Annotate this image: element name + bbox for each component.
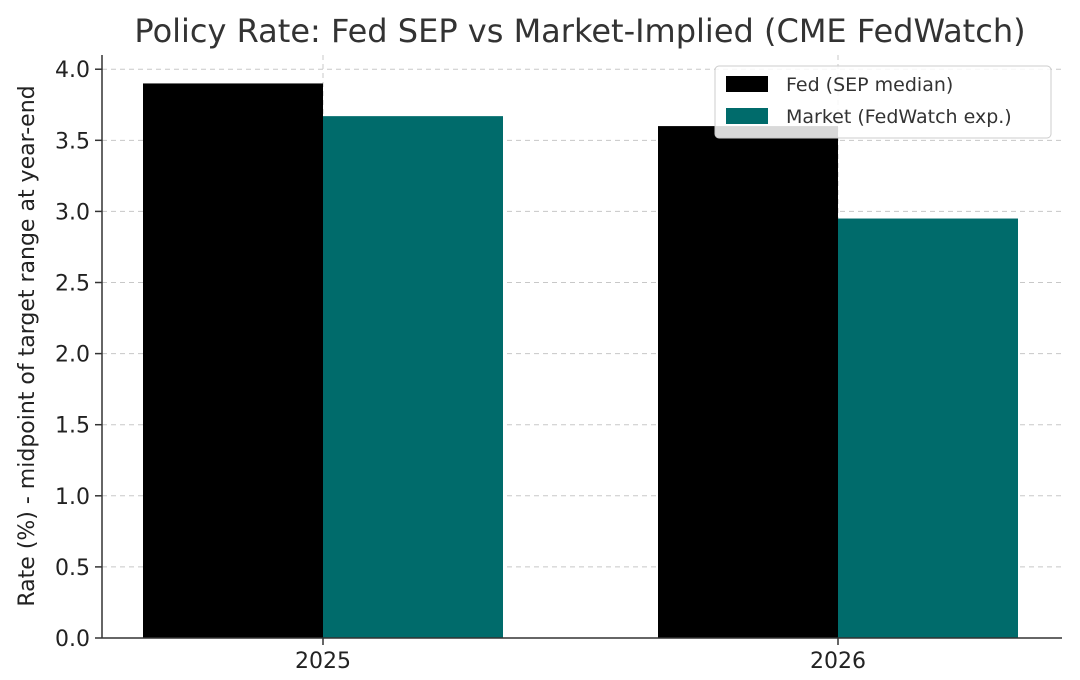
y-tick-label: 2.5 [55, 272, 90, 297]
y-tick-label: 3.0 [55, 200, 90, 225]
legend-swatch [726, 108, 768, 124]
bar-2025-series-0 [143, 83, 323, 638]
bars [143, 83, 1018, 638]
y-tick-label: 1.5 [55, 414, 90, 439]
legend-box [714, 65, 1052, 139]
legend: Fed (SEP median) Market (FedWatch exp.) [714, 65, 1052, 139]
bar-2026-series-0 [658, 126, 838, 638]
y-tick-label: 3.5 [55, 129, 90, 154]
chart-title: Policy Rate: Fed SEP vs Market-Implied (… [134, 12, 1025, 50]
y-axis-label: Rate (%) - midpoint of target range at y… [15, 85, 40, 606]
y-tick-label: 2.0 [55, 343, 90, 368]
legend-entries: Fed (SEP median) Market (FedWatch exp.) [726, 74, 1012, 128]
legend-swatch [726, 76, 768, 92]
legend-label: Fed (SEP median) [786, 74, 953, 96]
bar-2025-series-1 [323, 116, 503, 638]
legend-label: Market (FedWatch exp.) [786, 106, 1012, 128]
y-tick-label: 0.5 [55, 556, 90, 581]
y-ticks: 0.0 0.5 1.0 1.5 2.0 2.5 3.0 3.5 4.0 [55, 58, 102, 652]
y-tick-label: 4.0 [55, 58, 90, 83]
x-ticks: 2025 2026 [295, 638, 866, 674]
x-tick-label: 2026 [810, 649, 866, 674]
y-tick-label: 1.0 [55, 485, 90, 510]
bar-2026-series-1 [838, 218, 1018, 638]
y-tick-label: 0.0 [55, 627, 90, 652]
x-tick-label: 2025 [295, 649, 351, 674]
